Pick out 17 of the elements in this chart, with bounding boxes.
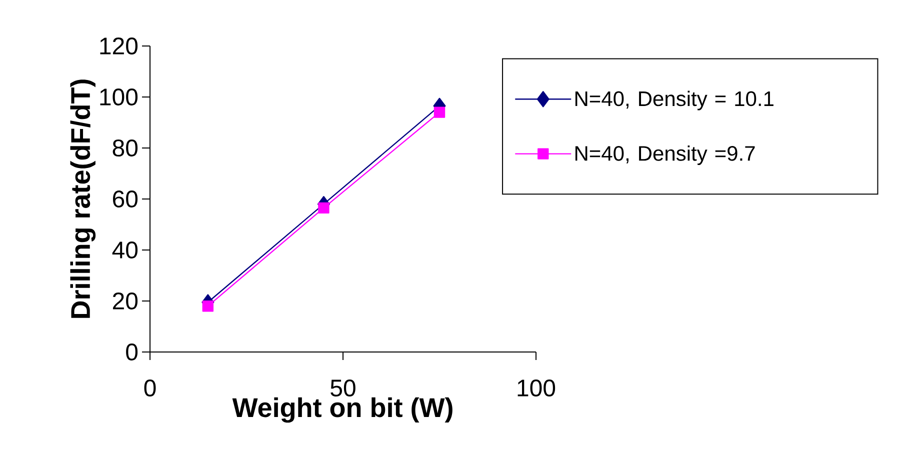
- y-tick-label: 60: [113, 190, 138, 208]
- y-tick-label: 120: [100, 38, 138, 54]
- x-tick-label: 0: [144, 380, 156, 397]
- y-axis-title: Drilling rate(dF/dT): [70, 80, 96, 318]
- y-tick-label: 80: [112, 140, 138, 156]
- y-tick-label: 40: [112, 242, 138, 258]
- point: [318, 202, 330, 214]
- point: [434, 106, 446, 118]
- x-tick-label: 100: [518, 380, 556, 397]
- y-tick-label: 20: [112, 292, 138, 310]
- x-axis-title: Weight on bit (W): [232, 397, 452, 423]
- point: [202, 300, 214, 312]
- x-tick-label: 50: [330, 380, 356, 397]
- y-tick-label: 100: [100, 88, 138, 106]
- legend-label: N=40, Density =9.7: [575, 145, 755, 166]
- legend-label: N=40, Density = 10.1: [575, 90, 774, 110]
- y-tick-label: 0: [126, 344, 138, 360]
